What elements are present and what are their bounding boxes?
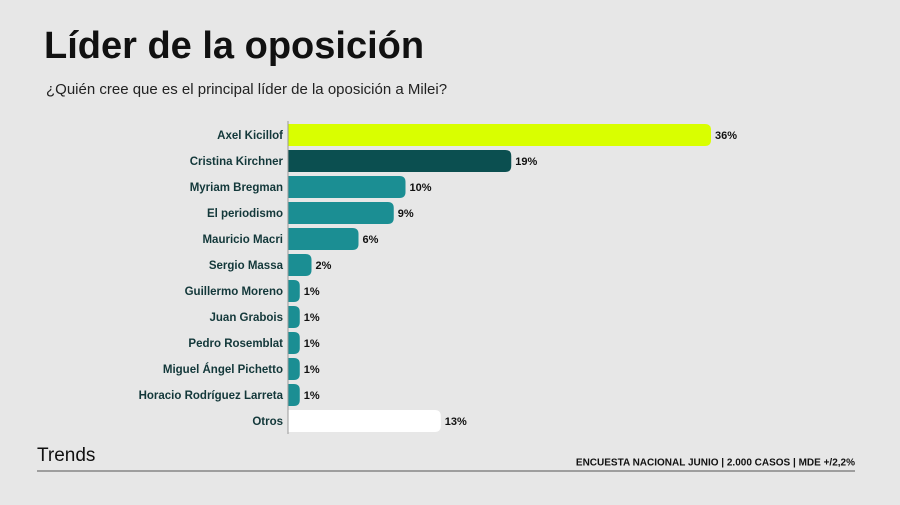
- category-label: Juan Grabois: [210, 312, 284, 324]
- value-label: 1%: [304, 364, 320, 376]
- value-label: 6%: [363, 234, 379, 246]
- bar: [288, 254, 312, 276]
- bar: [288, 332, 300, 354]
- chart-subtitle: ¿Quién cree que es el principal líder de…: [46, 81, 447, 98]
- category-label: El periodismo: [207, 208, 283, 220]
- category-label: Cristina Kirchner: [190, 156, 284, 168]
- bar: [288, 202, 394, 224]
- category-label: Pedro Rosemblat: [188, 338, 283, 350]
- value-label: 13%: [445, 416, 467, 428]
- bar: [288, 176, 406, 198]
- value-label: 2%: [316, 260, 332, 272]
- value-label: 1%: [304, 390, 320, 402]
- value-label: 10%: [410, 182, 432, 194]
- category-label: Mauricio Macri: [202, 234, 283, 246]
- category-label: Otros: [252, 416, 283, 428]
- bar: [288, 280, 300, 302]
- bar: [288, 384, 300, 406]
- value-label: 9%: [398, 208, 414, 220]
- value-label: 1%: [304, 286, 320, 298]
- chart-title: Líder de la oposición: [44, 25, 424, 67]
- value-label: 1%: [304, 338, 320, 350]
- category-label: Sergio Massa: [209, 260, 284, 272]
- value-label: 1%: [304, 312, 320, 324]
- bar: [288, 358, 300, 380]
- bar: [288, 410, 441, 432]
- bar: [288, 124, 711, 146]
- value-label: 19%: [515, 156, 537, 168]
- bar: [288, 228, 359, 250]
- footer-note: ENCUESTA NACIONAL JUNIO | 2.000 CASOS | …: [576, 458, 855, 469]
- value-label: 36%: [715, 130, 737, 142]
- category-label: Myriam Bregman: [190, 182, 283, 194]
- bar: [288, 306, 300, 328]
- category-label: Guillermo Moreno: [185, 286, 283, 298]
- category-label: Horacio Rodríguez Larreta: [139, 390, 284, 402]
- brand: Trends: [37, 445, 95, 466]
- category-label: Axel Kicillof: [217, 130, 283, 142]
- category-label: Miguel Ángel Pichetto: [163, 363, 283, 376]
- bar: [288, 150, 512, 172]
